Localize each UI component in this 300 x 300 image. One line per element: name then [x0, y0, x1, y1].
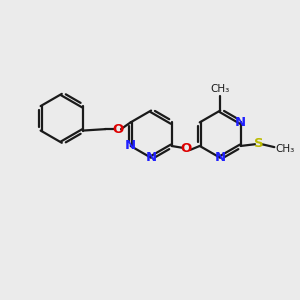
Text: N: N: [125, 140, 136, 152]
Text: O: O: [112, 123, 123, 136]
Text: CH₃: CH₃: [211, 84, 230, 94]
Text: CH₃: CH₃: [276, 144, 295, 154]
Text: N: N: [214, 151, 226, 164]
Text: N: N: [235, 116, 246, 129]
Text: N: N: [146, 151, 157, 164]
Text: O: O: [180, 142, 191, 155]
Text: S: S: [254, 137, 263, 150]
